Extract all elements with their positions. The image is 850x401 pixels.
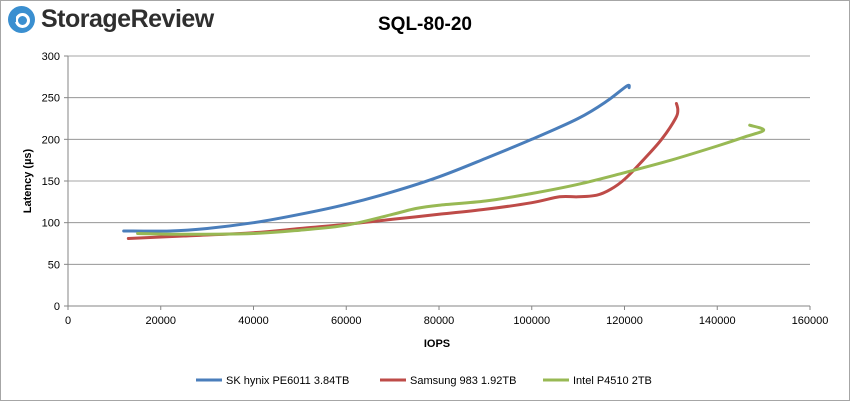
- y-tick-label-200: 200: [42, 134, 60, 146]
- y-axis-title: Latency (µs): [22, 148, 34, 213]
- y-tick-label-100: 100: [42, 218, 60, 230]
- storagereview-logo: StorageReview: [8, 5, 214, 34]
- x-tick-label-120000: 120000: [606, 315, 643, 327]
- series-line-1: [126, 102, 680, 240]
- legend-label-2: Intel P4510 2TB: [573, 375, 652, 387]
- x-tick-label-160000: 160000: [792, 315, 829, 327]
- chart-title: SQL-80-20: [378, 14, 472, 35]
- y-tick-label-250: 250: [42, 93, 60, 105]
- y-tick-label-300: 300: [42, 51, 60, 63]
- x-tick-label-0: 0: [65, 315, 71, 327]
- series-line-2: [136, 123, 766, 236]
- series-line-0: [122, 83, 631, 233]
- legend-label-1: Samsung 983 1.92TB: [410, 375, 516, 387]
- x-tick-label-140000: 140000: [699, 315, 736, 327]
- x-tick-label-20000: 20000: [145, 315, 176, 327]
- y-tick-label-0: 0: [54, 301, 60, 313]
- y-tick-label-150: 150: [42, 176, 60, 188]
- legend-label-0: SK hynix PE6011 3.84TB: [226, 375, 349, 387]
- x-tick-label-40000: 40000: [238, 315, 269, 327]
- logo-text: StorageReview: [41, 5, 214, 33]
- storagereview-logo-icon: [8, 6, 35, 33]
- y-tick-label-50: 50: [48, 259, 60, 271]
- x-tick-label-80000: 80000: [424, 315, 455, 327]
- x-tick-label-100000: 100000: [513, 315, 550, 327]
- x-axis-title: IOPS: [424, 338, 450, 350]
- x-tick-label-60000: 60000: [331, 315, 362, 327]
